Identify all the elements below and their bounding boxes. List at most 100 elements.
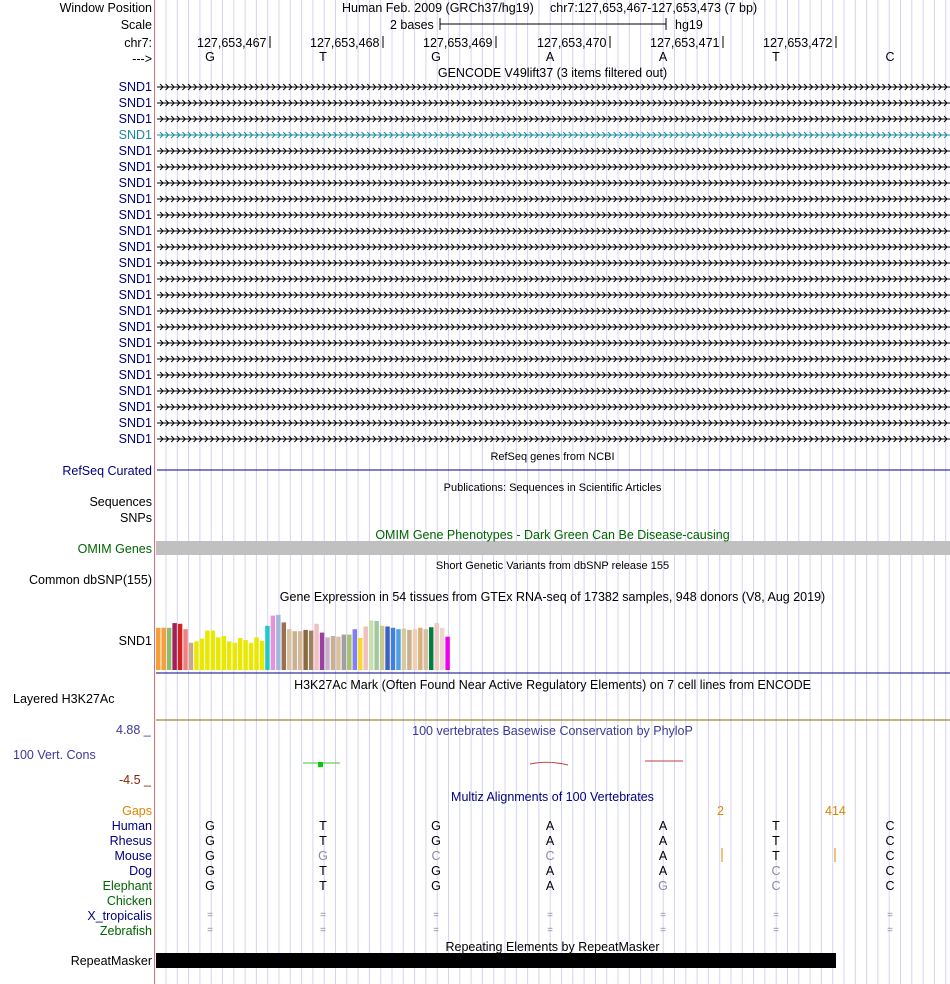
species-label-rhesus[interactable]: Rhesus [109,834,152,848]
gencode-transcript-label[interactable]: SND1 [118,96,152,110]
alignment-base: G [431,834,441,848]
reference-base: A [545,50,555,64]
refseq-track-title[interactable]: RefSeq genes from NCBI [490,451,615,463]
gtex-tissue-bar [281,622,287,670]
gtex-tissue-bar [314,623,319,670]
omim-track-label[interactable]: OMIM Genes [77,542,152,556]
gencode-transcript-label[interactable]: SND1 [118,288,152,302]
gtex-tissue-bar [166,627,172,670]
dbsnp-track-title[interactable]: Short Genetic Variants from dbSNP releas… [435,560,670,572]
gtex-tissue-bar [254,637,259,670]
gencode-strand-arrows [159,259,948,267]
gencode-strand-arrows [159,355,948,363]
alignment-base: A [545,834,555,848]
gencode-transcript-label[interactable]: SND1 [118,112,152,126]
h3k27ac-track-title[interactable]: H3K27Ac Mark (Often Found Near Active Re… [294,678,811,692]
alignment-base: = [887,910,893,921]
alignment-base: = [433,910,439,921]
gencode-transcript-label[interactable]: SND1 [118,192,152,206]
omim-track-title[interactable]: OMIM Gene Phenotypes - Dark Green Can Be… [375,528,730,542]
gencode-transcript-label[interactable]: SND1 [118,80,152,94]
gtex-tissue-bar [287,629,292,670]
gtex-track-label[interactable]: SND1 [118,634,152,648]
refseq-track-label[interactable]: RefSeq Curated [62,464,152,478]
gtex-tissue-bar [270,615,276,670]
gencode-track-title[interactable]: GENCODE V49lift37 (3 items filtered out) [437,66,668,80]
multiz-track-title[interactable]: Multiz Alignments of 100 Vertebrates [451,790,654,804]
gencode-transcript-label[interactable]: SND1 [118,320,152,334]
window-position-label: Window Position [59,1,152,15]
gencode-strand-arrows [159,275,948,283]
gtex-tissue-bar [418,627,423,670]
gencode-transcript-label[interactable]: SND1 [118,400,152,414]
gencode-strand-arrows [159,211,948,219]
alignment-base: T [319,834,327,848]
gtex-tissue-bar [396,629,401,670]
gtex-tissue-bar [232,642,237,670]
gtex-tissue-bar [363,626,368,670]
publications-label-snps[interactable]: SNPs [120,511,152,525]
omim-phenotype-bar [156,541,950,555]
h3k27ac-track-label[interactable]: Layered H3K27Ac [13,692,115,706]
alignment-base: C [771,864,781,878]
gencode-transcript-label[interactable]: SND1 [118,128,152,142]
alignment-base: G [431,864,441,878]
species-label-mouse[interactable]: Mouse [114,849,152,863]
alignment-base: C [545,849,555,863]
gencode-transcript-label[interactable]: SND1 [118,224,152,238]
gtex-tissue-bar [439,627,445,670]
repeatmasker-track-title[interactable]: Repeating Elements by RepeatMasker [445,940,660,954]
gencode-transcript-label[interactable]: SND1 [118,208,152,222]
alignment-base: G [205,864,215,878]
species-label-x_tropicalis[interactable]: X_tropicalis [87,909,152,923]
gencode-transcript-label[interactable]: SND1 [118,176,152,190]
coordinate-label: 127,653,467 [197,36,267,50]
phylop-track-label[interactable]: 100 Vert. Cons [13,748,96,762]
gencode-transcript-label[interactable]: SND1 [118,304,152,318]
coordinate-label: 127,653,469 [423,36,493,50]
gencode-transcript-label[interactable]: SND1 [118,384,152,398]
gencode-transcript-label[interactable]: SND1 [118,240,152,254]
gencode-transcript-label[interactable]: SND1 [118,432,152,446]
gtex-tissue-bar [358,638,363,670]
species-label-zebrafish[interactable]: Zebrafish [99,924,152,938]
species-label-chicken[interactable]: Chicken [106,894,152,908]
gencode-strand-arrows [159,339,948,347]
gencode-transcript-label[interactable]: SND1 [118,368,152,382]
alignment-base: C [885,879,895,893]
publications-label-sequences[interactable]: Sequences [89,495,152,509]
alignment-base: = [773,925,779,936]
gencode-transcript-label[interactable]: SND1 [118,416,152,430]
reference-base: G [205,50,215,64]
gtex-tissue-bar [161,627,166,670]
gtex-tissue-bar [445,636,450,670]
gtex-tissue-bar [243,640,248,670]
gtex-tissue-bar [385,626,390,670]
gencode-strand-arrows [159,435,948,443]
species-label-elephant[interactable]: Elephant [102,879,152,893]
gencode-transcript-label[interactable]: SND1 [118,144,152,158]
gencode-transcript-label[interactable]: SND1 [118,160,152,174]
alignment-base: A [658,864,668,878]
alignment-base: = [660,925,666,936]
gencode-strand-arrows [159,179,948,187]
gtex-tissue-bar [183,629,188,670]
gtex-tissue-bar [368,620,374,670]
gencode-transcript-label[interactable]: SND1 [118,272,152,286]
gencode-transcript-label[interactable]: SND1 [118,352,152,366]
gencode-transcript-label[interactable]: SND1 [118,336,152,350]
repeatmasker-track-label[interactable]: RepeatMasker [70,954,152,968]
species-label-dog[interactable]: Dog [129,864,152,878]
species-label-human[interactable]: Human [111,819,152,833]
gtex-tissue-bar [205,630,210,670]
gencode-strand-arrows [159,131,948,139]
publications-track-title[interactable]: Publications: Sequences in Scientific Ar… [443,482,662,494]
gtex-tissue-bar [221,636,226,670]
gtex-track-title[interactable]: Gene Expression in 54 tissues from GTEx … [279,590,826,604]
gencode-transcript-label[interactable]: SND1 [118,256,152,270]
gtex-tissue-bar [347,634,352,670]
chrom-label: chr7: [124,36,152,50]
phylop-track-title[interactable]: 100 vertebrates Basewise Conservation by… [412,724,693,738]
gtex-tissue-bar [330,636,336,670]
dbsnp-track-label[interactable]: Common dbSNP(155) [29,573,152,587]
